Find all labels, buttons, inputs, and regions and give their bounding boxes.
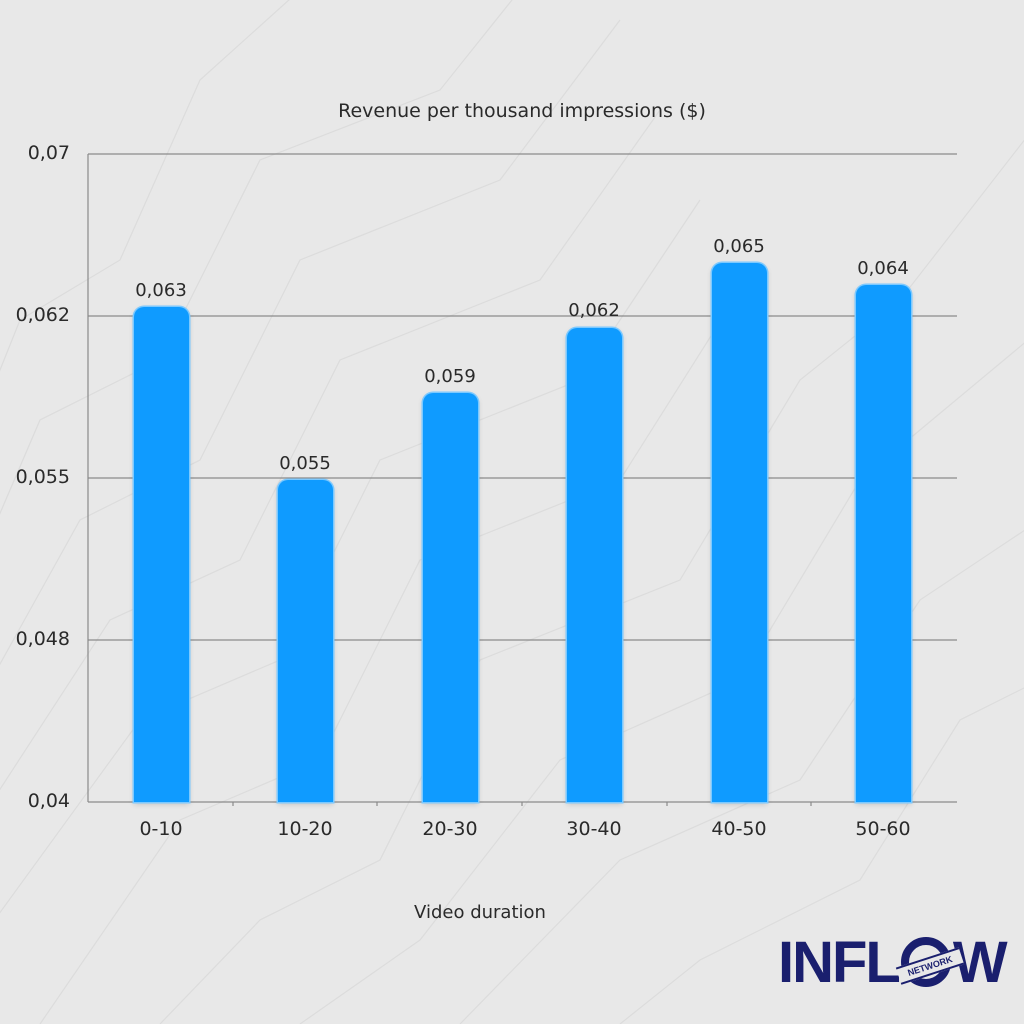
x-tick-label: 10-20 [277,818,333,840]
bar-10-20 [278,480,333,802]
bar-20-30 [423,393,478,802]
logo-text-left: INFL [778,929,901,995]
bar-value-label: 0,063 [135,280,187,301]
bar-value-label: 0,062 [568,300,620,321]
x-tick-label: 40-50 [711,818,767,840]
x-axis-label: Video duration [414,902,546,923]
x-tick-label: 20-30 [422,818,478,840]
y-tick-label: 0,062 [15,304,70,326]
bar-value-label: 0,065 [713,236,765,257]
bar-40-50 [712,263,767,802]
bar-value-label: 0,055 [279,453,331,474]
bar-value-label: 0,059 [424,366,476,387]
x-tick-label: 50-60 [855,818,911,840]
inflow-network-logo: INFL NETWORK W [778,930,1008,995]
bar-50-60 [856,285,911,802]
chart-title: Revenue per thousand impressions ($) [338,100,706,122]
y-tick-label: 0,055 [15,466,70,488]
bar-value-label: 0,064 [857,258,909,279]
x-tick-label: 0-10 [139,818,183,840]
x-tick-label: 30-40 [566,818,622,840]
bar-0-10 [134,307,189,802]
y-tick-label: 0,07 [27,142,70,164]
y-tick-label: 0,04 [27,790,70,812]
y-tick-label: 0,048 [15,628,70,650]
bar-30-40 [567,328,622,802]
logo-o-ring-icon: NETWORK [895,937,965,987]
